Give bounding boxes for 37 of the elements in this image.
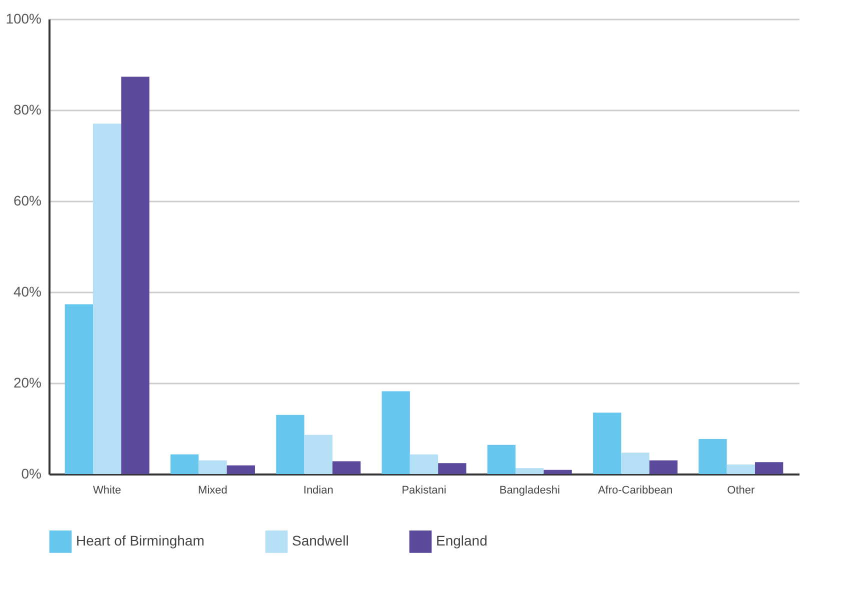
bar — [170, 454, 199, 474]
bar — [304, 434, 332, 474]
bar — [198, 460, 227, 474]
bar — [544, 470, 572, 474]
bar — [64, 304, 94, 474]
legend-label: Heart of Birmingham — [76, 532, 204, 549]
x-tick-label: Pakistani — [402, 484, 446, 496]
bar — [438, 463, 466, 474]
x-tick-label: Bangladeshi — [499, 484, 560, 496]
x-tick-label: Indian — [303, 484, 334, 496]
bar — [698, 438, 727, 474]
x-tick-label: Mixed — [198, 484, 228, 496]
bar — [332, 461, 361, 474]
y-tick-label: 100% — [6, 10, 42, 26]
y-tick-label: 80% — [13, 102, 42, 118]
bar — [382, 391, 410, 474]
x-tick-label: Afro-Caribbean — [598, 484, 673, 496]
bar — [754, 462, 784, 474]
y-tick-label: 20% — [13, 374, 42, 390]
legend-label: Sandwell — [292, 532, 349, 549]
y-tick-label: 0% — [21, 466, 42, 482]
bar — [226, 465, 255, 474]
bar — [593, 412, 622, 474]
bar — [621, 452, 650, 474]
bar — [121, 76, 150, 474]
bar — [93, 124, 122, 474]
bar — [726, 464, 755, 474]
bar — [649, 460, 678, 474]
y-tick-label: 60% — [13, 192, 42, 208]
bar — [487, 444, 516, 474]
x-tick-label: Other — [727, 484, 755, 496]
x-tick-label: White — [93, 484, 122, 496]
bar — [516, 468, 544, 474]
bar — [410, 454, 438, 474]
y-tick-label: 40% — [13, 284, 42, 300]
legend-label: England — [436, 532, 488, 549]
bar — [276, 414, 304, 474]
